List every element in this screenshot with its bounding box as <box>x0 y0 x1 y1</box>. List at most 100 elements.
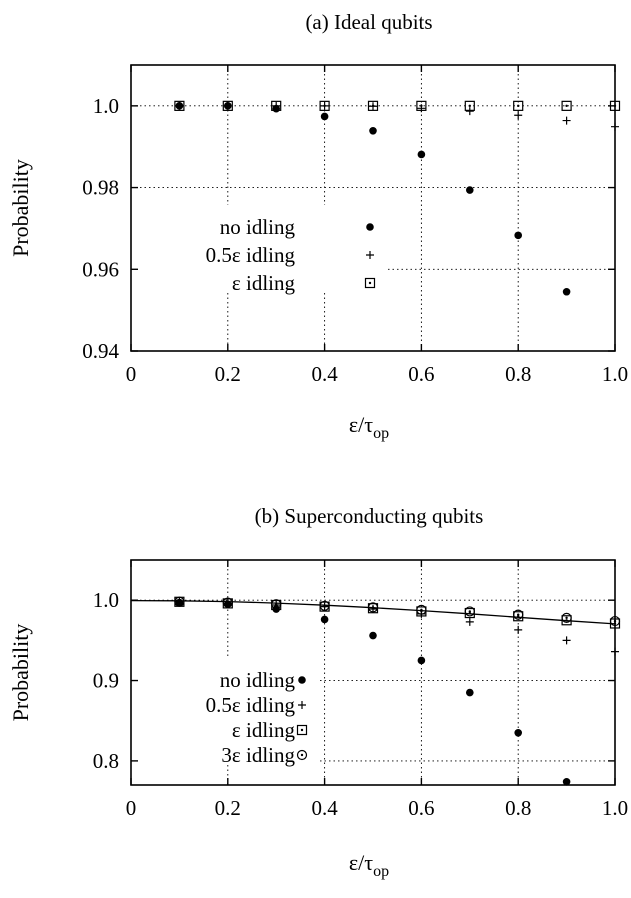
series-filled-circle <box>175 598 571 786</box>
data-point <box>464 606 475 617</box>
marker-dot <box>371 104 375 108</box>
series-boxed-dot <box>174 100 621 111</box>
marker-box <box>367 100 379 111</box>
data-point <box>611 122 619 131</box>
data-point <box>465 617 474 626</box>
x-axis-label: ε/τop <box>349 412 389 442</box>
marker-ring <box>609 615 621 627</box>
data-point <box>466 186 474 194</box>
marker-dot <box>275 602 278 606</box>
data-point <box>514 728 522 737</box>
chart-title: (a) Ideal qubits <box>305 10 432 34</box>
data-point <box>562 777 571 786</box>
marker-box <box>416 100 427 111</box>
marker-dot <box>178 600 181 603</box>
marker-box <box>319 100 330 111</box>
marker-dot <box>565 104 568 108</box>
marker-dot <box>371 606 375 609</box>
legend-marker <box>364 277 376 289</box>
marker-dot <box>275 104 278 108</box>
marker-ring <box>222 597 233 608</box>
data-point <box>369 126 377 135</box>
x-tick-label: 0.2 <box>215 796 241 820</box>
marker-dot <box>300 753 304 757</box>
data-point <box>514 111 523 120</box>
grid <box>131 560 615 785</box>
data-point <box>562 116 571 125</box>
marker-box <box>561 100 572 111</box>
plot-frame <box>130 559 616 786</box>
x-axis-label-main: ε/τ <box>349 412 373 437</box>
x-tick-label: 0.6 <box>408 796 434 820</box>
data-point <box>465 107 474 116</box>
axes: 0 0.2 0.4 0.6 0.8 1.0 0.8 0.9 1.0 <box>93 560 628 820</box>
marker-ring <box>319 600 330 611</box>
axes: 0 0.2 0.4 0.6 0.8 1.0 0.94 0.96 0.98 1.0 <box>82 65 628 386</box>
data-point <box>222 597 233 608</box>
marker-dot <box>613 104 617 108</box>
legend-label: ε idling <box>232 718 296 742</box>
series-plus <box>175 597 619 656</box>
legend-marker <box>298 701 306 709</box>
data-point <box>513 609 524 620</box>
marker-dot <box>420 104 423 108</box>
data-point <box>271 599 282 610</box>
y-tick-label: 0.94 <box>82 339 119 363</box>
marker-box <box>464 100 475 111</box>
y-axis-label: Probability <box>8 624 33 722</box>
y-tick-label: 0.96 <box>82 257 119 281</box>
marker-ring <box>296 749 308 761</box>
x-axis-label-subscript: op <box>373 425 389 442</box>
data-point <box>222 100 233 111</box>
data-point <box>416 604 427 615</box>
y-axis-label: Probability <box>8 159 33 257</box>
data-point <box>320 112 329 121</box>
x-axis-label-main: ε/τ <box>349 850 373 875</box>
marker-box <box>561 615 572 626</box>
marker-ring <box>271 599 282 610</box>
data-point <box>367 100 379 111</box>
legend-marker <box>366 223 374 231</box>
marker-ring <box>464 606 475 617</box>
data-point <box>609 100 621 111</box>
x-tick-label: 0 <box>126 796 137 820</box>
marker-box <box>513 100 524 111</box>
marker-box <box>222 100 233 111</box>
marker-ring <box>513 609 524 620</box>
marker-ring <box>174 596 185 607</box>
legend-label: no idling <box>220 668 296 692</box>
data-point <box>369 631 377 640</box>
x-tick-label: 1.0 <box>602 796 628 820</box>
data-point <box>609 615 621 627</box>
data-point <box>561 612 572 623</box>
data-point <box>514 625 523 634</box>
data-point <box>562 636 571 645</box>
marker-ring <box>416 604 427 615</box>
marker-dot <box>613 622 617 625</box>
legend-marker <box>296 724 308 736</box>
data-point <box>561 100 572 111</box>
marker-dot <box>468 610 471 613</box>
marker-dot <box>368 281 372 285</box>
y-tick-label: 1.0 <box>93 588 119 612</box>
marker-dot <box>323 104 326 108</box>
x-tick-label: 0.8 <box>505 796 531 820</box>
data-point <box>561 615 572 626</box>
plot-frame <box>130 64 616 352</box>
x-tick-label: 0.2 <box>215 362 241 386</box>
y-tick-label: 0.9 <box>93 669 119 693</box>
marker-box <box>364 277 376 289</box>
data-point <box>417 150 426 159</box>
data-point <box>609 618 621 629</box>
chart-title: (b) Superconducting qubits <box>255 504 484 528</box>
data-point <box>611 647 619 656</box>
legend-marker <box>366 251 374 259</box>
marker-dot <box>300 728 304 732</box>
legend-label: no idling <box>220 215 296 239</box>
marker-ring <box>367 602 379 613</box>
marker-box <box>609 100 621 111</box>
legend-label: 0.5ε idling <box>206 693 296 717</box>
data-point <box>464 100 475 111</box>
